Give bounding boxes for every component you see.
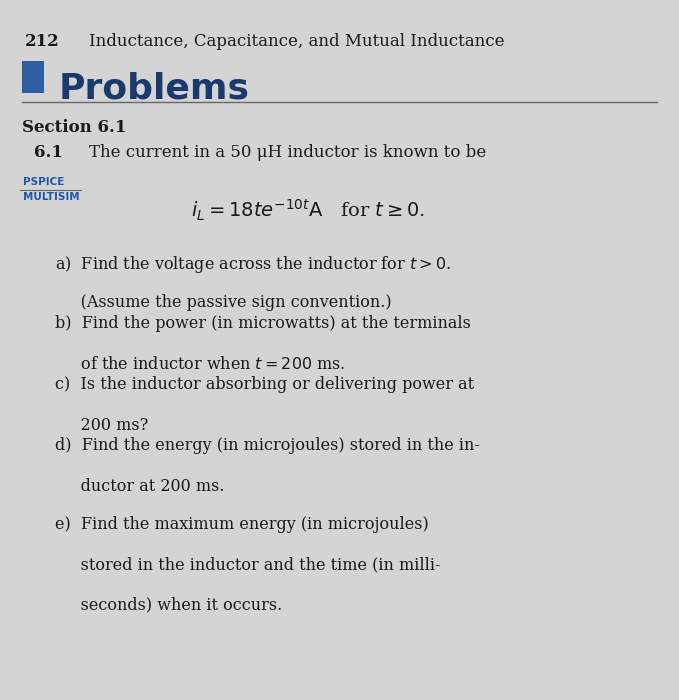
Text: Inductance, Capacitance, and Mutual Inductance: Inductance, Capacitance, and Mutual Indu… (90, 33, 504, 50)
Text: a)  Find the voltage across the inductor for $t > 0$.: a) Find the voltage across the inductor … (56, 254, 452, 275)
Text: Section 6.1: Section 6.1 (22, 118, 126, 136)
Text: seconds) when it occurs.: seconds) when it occurs. (56, 597, 282, 614)
Text: ductor at 200 ms.: ductor at 200 ms. (56, 477, 225, 495)
Text: c)  Is the inductor absorbing or delivering power at: c) Is the inductor absorbing or deliveri… (56, 377, 475, 393)
Text: stored in the inductor and the time (in milli-: stored in the inductor and the time (in … (56, 556, 441, 573)
Text: 6.1: 6.1 (34, 144, 62, 160)
Text: The current in a 50 μH inductor is known to be: The current in a 50 μH inductor is known… (90, 144, 487, 160)
Text: 212: 212 (25, 33, 60, 50)
Text: d)  Find the energy (in microjoules) stored in the in-: d) Find the energy (in microjoules) stor… (56, 438, 480, 454)
Text: b)  Find the power (in microwatts) at the terminals: b) Find the power (in microwatts) at the… (56, 315, 471, 332)
Text: (Assume the passive sign convention.): (Assume the passive sign convention.) (56, 294, 392, 312)
Text: Problems: Problems (59, 71, 250, 105)
Text: 200 ms?: 200 ms? (56, 417, 149, 434)
Text: of the inductor when $t = 200$ ms.: of the inductor when $t = 200$ ms. (56, 356, 346, 372)
Text: MULTISIM: MULTISIM (23, 192, 79, 202)
Text: e)  Find the maximum energy (in microjoules): e) Find the maximum energy (in microjoul… (56, 516, 429, 533)
Text: PSPICE: PSPICE (23, 177, 65, 187)
Text: $i_L = 18te^{-10t}\mathrm{A}$   for $t \geq 0$.: $i_L = 18te^{-10t}\mathrm{A}$ for $t \ge… (191, 198, 425, 223)
FancyBboxPatch shape (22, 62, 44, 93)
